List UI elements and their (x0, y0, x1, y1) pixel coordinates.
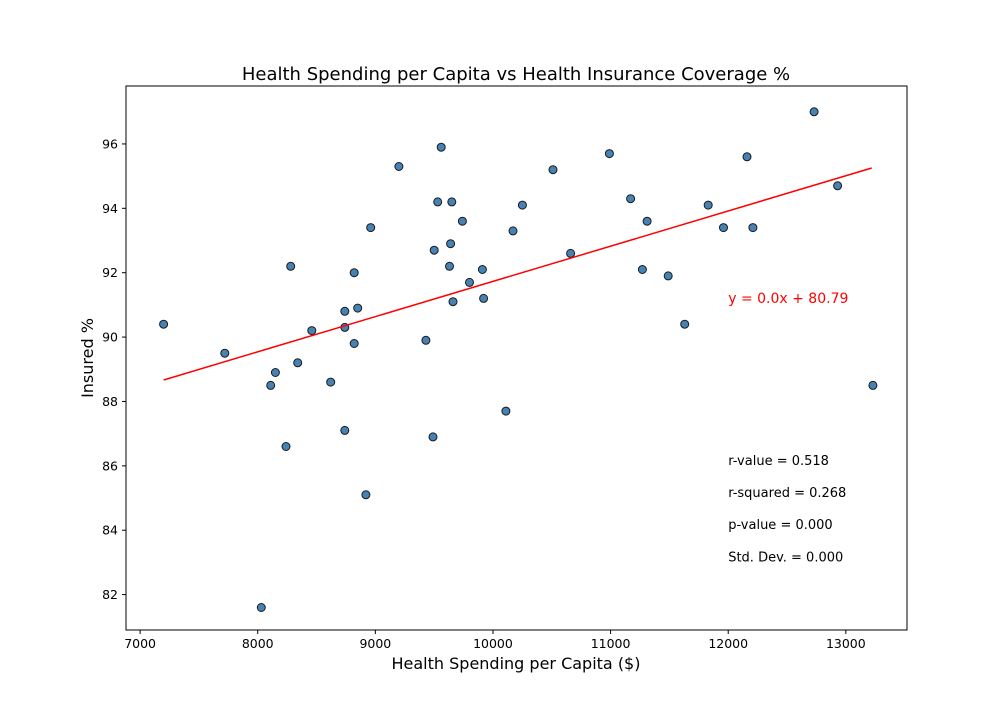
data-point-49 (868, 380, 878, 390)
stat-label-3: Std. Dev. = 0.000 (728, 550, 843, 565)
y-tick-label-7: 96 (102, 136, 118, 151)
data-point-10 (340, 306, 350, 316)
data-point-43 (703, 200, 713, 210)
data-point-44 (719, 223, 728, 233)
y-axis-label: Insured % (78, 318, 97, 398)
data-point-47 (809, 107, 819, 117)
data-point-48 (833, 181, 843, 191)
data-point-26 (447, 197, 457, 207)
x-axis-label: Health Spending per Capita ($) (392, 654, 641, 673)
data-point-7 (293, 358, 303, 368)
data-point-17 (366, 223, 376, 233)
x-tick-label-3: 10000 (473, 636, 513, 651)
y-tick-label-5: 92 (102, 265, 118, 280)
data-point-31 (479, 293, 489, 303)
data-point-21 (429, 245, 439, 255)
data-point-15 (353, 303, 363, 313)
data-point-8 (307, 326, 317, 336)
y-tick-label-1: 84 (102, 523, 118, 538)
data-point-35 (548, 165, 558, 175)
stat-label-0: r-value = 0.518 (728, 454, 829, 469)
plot-frame (125, 85, 908, 631)
data-point-34 (517, 200, 527, 210)
data-point-9 (326, 377, 336, 387)
data-point-1 (220, 348, 230, 358)
data-point-32 (501, 406, 511, 416)
data-point-45 (742, 152, 752, 162)
data-point-37 (604, 149, 614, 159)
x-axis: 7000 8000 9000 10000 11000 12000 13000 (124, 630, 866, 651)
data-point-22 (433, 197, 443, 207)
x-tick-label-4: 11000 (591, 636, 631, 651)
data-point-16 (361, 490, 371, 500)
y-tick-label-6: 94 (102, 201, 118, 216)
y-tick-label-2: 86 (102, 458, 118, 473)
data-point-39 (637, 265, 647, 274)
data-point-46 (748, 223, 758, 233)
data-point-3 (266, 380, 276, 390)
x-tick-label-5: 12000 (708, 636, 748, 651)
chart-title: Health Spending per Capita vs Health Ins… (242, 64, 790, 85)
data-point-28 (457, 216, 467, 226)
data-point-42 (680, 319, 690, 329)
x-tick-label-2: 9000 (359, 636, 391, 651)
data-point-36 (566, 248, 576, 258)
stat-label-2: p-value = 0.000 (728, 518, 832, 533)
data-point-20 (428, 432, 438, 442)
data-point-29 (465, 277, 474, 287)
y-tick-label-4: 90 (102, 330, 118, 345)
data-point-30 (477, 265, 487, 274)
data-point-12 (340, 425, 350, 435)
data-point-19 (421, 335, 431, 345)
data-point-38 (626, 194, 636, 204)
data-point-41 (663, 271, 673, 281)
x-tick-label-1: 8000 (242, 636, 274, 651)
data-point-25 (446, 239, 456, 249)
data-point-5 (281, 442, 291, 451)
data-point-4 (270, 368, 280, 377)
data-point-0 (159, 319, 169, 329)
data-point-13 (349, 268, 359, 278)
y-tick-label-0: 82 (102, 587, 118, 602)
data-point-2 (256, 603, 266, 612)
data-point-40 (642, 216, 652, 226)
data-point-23 (436, 142, 446, 152)
data-point-33 (508, 226, 518, 236)
stat-label-1: r-squared = 0.268 (728, 486, 846, 501)
annotations: y = 0.0x + 80.79 r-value = 0.518 r-squared… (728, 291, 848, 566)
data-point-14 (349, 339, 359, 348)
x-tick-label-6: 13000 (826, 636, 866, 651)
data-point-24 (445, 261, 454, 271)
plot-area (159, 107, 878, 612)
y-axis: 82 84 86 88 90 92 94 96 (102, 136, 126, 602)
data-point-27 (448, 297, 458, 307)
x-tick-label-0: 7000 (124, 636, 156, 651)
y-tick-label-3: 88 (102, 394, 118, 409)
regression-equation: y = 0.0x + 80.79 (728, 291, 848, 307)
data-point-6 (286, 261, 296, 271)
regression-line (163, 167, 872, 381)
data-point-18 (394, 162, 404, 171)
